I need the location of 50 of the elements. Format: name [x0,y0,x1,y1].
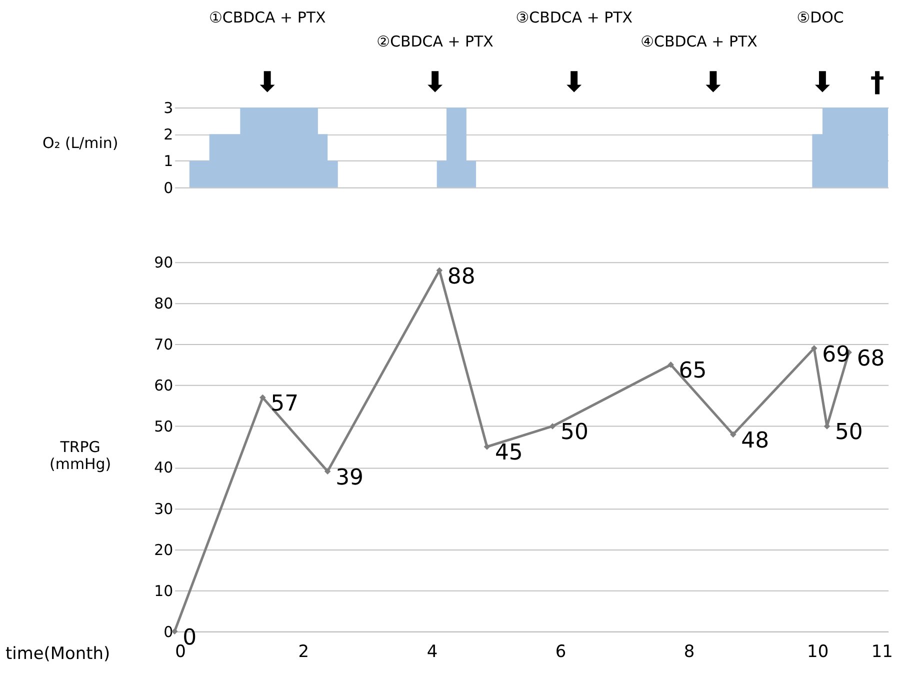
y-tick-label: 60 [154,376,174,395]
y-tick-label: 0 [164,622,174,641]
x-tick-label: 6 [555,640,566,661]
y-tick-label: 1 [164,152,174,170]
y-tick-label: 40 [154,458,174,477]
data-label: 65 [678,358,707,384]
data-label: 57 [270,391,299,416]
x-tick-label: 4 [426,640,438,661]
y-tick-label: 0 [164,178,174,197]
point [260,394,266,401]
text: ⬇ [810,66,834,99]
y-tick-label: 10 [154,582,174,600]
y-tick-label: 70 [154,336,174,354]
y-tick-label: 2 [164,126,174,144]
point [668,362,674,368]
data-label: 39 [336,465,364,490]
x-tick-label: 8 [684,640,695,661]
data-label: 50 [834,420,863,446]
data-label: 69 [822,342,850,368]
data-label: 88 [447,264,476,290]
data-label: 68 [856,346,885,372]
point [730,431,736,438]
point [549,423,556,430]
x-axis-title: time(Month) [5,642,110,663]
y-axis-title: O₂ (L/min) [42,134,118,152]
point [324,468,331,475]
text: ①CBDCA + PTX [208,8,326,27]
y-tick-label: 90 [154,254,174,272]
data-label: 48 [741,428,770,454]
data-label: 50 [560,420,588,446]
y-tick-label: 20 [154,540,174,559]
text: ⬇ [702,66,725,99]
y-tick-label: 3 [164,98,174,117]
text: ⬇ [256,66,280,99]
text: ⬇ [423,66,447,99]
text: ②CBDCA + PTX [376,32,494,51]
text: ④CBDCA + PTX [640,32,758,51]
x-tick-label: 2 [298,640,310,661]
text: ⬇ [562,66,586,99]
y-axis-title: TRPG (mmHg) [50,438,112,474]
x-tick-label: 11 [871,640,893,661]
y-tick-label: 30 [154,500,174,518]
text: ⑤DOC [796,8,844,27]
y-tick-label: 80 [154,294,174,313]
text: † [870,66,884,99]
x-tick-label: 10 [807,640,829,661]
text: ③CBDCA + PTX [516,8,633,27]
point [484,444,490,450]
data-label: 45 [494,440,523,466]
y-tick-label: 50 [154,418,174,436]
